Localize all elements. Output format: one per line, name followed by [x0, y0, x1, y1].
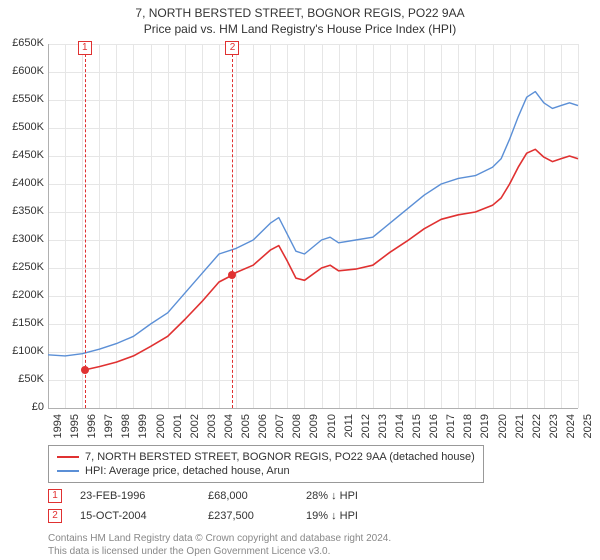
x-axis-label: 2025	[582, 414, 594, 454]
sale-marker-box: 1	[78, 41, 92, 55]
series-svg	[48, 44, 578, 408]
y-axis-label: £400K	[4, 177, 44, 189]
x-axis-label: 2021	[514, 414, 526, 454]
gridline-x	[578, 44, 579, 408]
y-axis-label: £50K	[4, 373, 44, 385]
sale-marker-line	[85, 44, 86, 408]
sale-marker-point	[228, 271, 236, 279]
y-axis-label: £500K	[4, 121, 44, 133]
x-axis-label: 2024	[565, 414, 577, 454]
chart-title: 7, NORTH BERSTED STREET, BOGNOR REGIS, P…	[0, 0, 600, 20]
sales-row: 1 23-FEB-1996 £68,000 28% ↓ HPI	[48, 486, 358, 506]
sale-marker-line	[232, 44, 233, 408]
sales-row-price: £237,500	[208, 510, 288, 522]
sales-row-price: £68,000	[208, 490, 288, 502]
y-axis-label: £200K	[4, 289, 44, 301]
y-axis-label: £250K	[4, 261, 44, 273]
footnote: Contains HM Land Registry data © Crown c…	[48, 532, 391, 558]
sales-row: 2 15-OCT-2004 £237,500 19% ↓ HPI	[48, 506, 358, 526]
footnote-line2: This data is licensed under the Open Gov…	[48, 545, 391, 558]
legend-swatch	[57, 470, 79, 472]
chart-plot-area: £0£50K£100K£150K£200K£250K£300K£350K£400…	[48, 44, 578, 408]
x-axis-label: 2020	[497, 414, 509, 454]
x-axis-label: 2022	[531, 414, 543, 454]
y-axis-label: £450K	[4, 149, 44, 161]
legend-item: 7, NORTH BERSTED STREET, BOGNOR REGIS, P…	[57, 450, 475, 464]
y-axis-label: £350K	[4, 205, 44, 217]
legend-label: HPI: Average price, detached house, Arun	[85, 465, 290, 477]
sales-row-marker: 1	[48, 489, 62, 503]
legend-label: 7, NORTH BERSTED STREET, BOGNOR REGIS, P…	[85, 451, 475, 463]
sale-marker-point	[81, 366, 89, 374]
sales-row-delta: 19% ↓ HPI	[306, 510, 358, 522]
y-axis-label: £550K	[4, 93, 44, 105]
x-axis-label: 2023	[548, 414, 560, 454]
y-axis-label: £650K	[4, 37, 44, 49]
legend-item: HPI: Average price, detached house, Arun	[57, 464, 475, 478]
series-price_paid	[85, 149, 578, 370]
sales-row-marker: 2	[48, 509, 62, 523]
y-axis-label: £100K	[4, 345, 44, 357]
sales-row-date: 15-OCT-2004	[80, 510, 190, 522]
sales-table: 1 23-FEB-1996 £68,000 28% ↓ HPI 2 15-OCT-2004…	[48, 486, 358, 526]
sale-marker-box: 2	[225, 41, 239, 55]
sales-row-date: 23-FEB-1996	[80, 490, 190, 502]
y-axis-label: £150K	[4, 317, 44, 329]
series-hpi	[48, 92, 578, 356]
chart-subtitle: Price paid vs. HM Land Registry's House …	[0, 20, 600, 36]
y-axis-label: £300K	[4, 233, 44, 245]
y-axis-label: £0	[4, 401, 44, 413]
legend-swatch	[57, 456, 79, 458]
x-axis	[48, 408, 578, 409]
sales-row-delta: 28% ↓ HPI	[306, 490, 358, 502]
footnote-line1: Contains HM Land Registry data © Crown c…	[48, 532, 391, 545]
y-axis-label: £600K	[4, 65, 44, 77]
legend: 7, NORTH BERSTED STREET, BOGNOR REGIS, P…	[48, 445, 484, 483]
